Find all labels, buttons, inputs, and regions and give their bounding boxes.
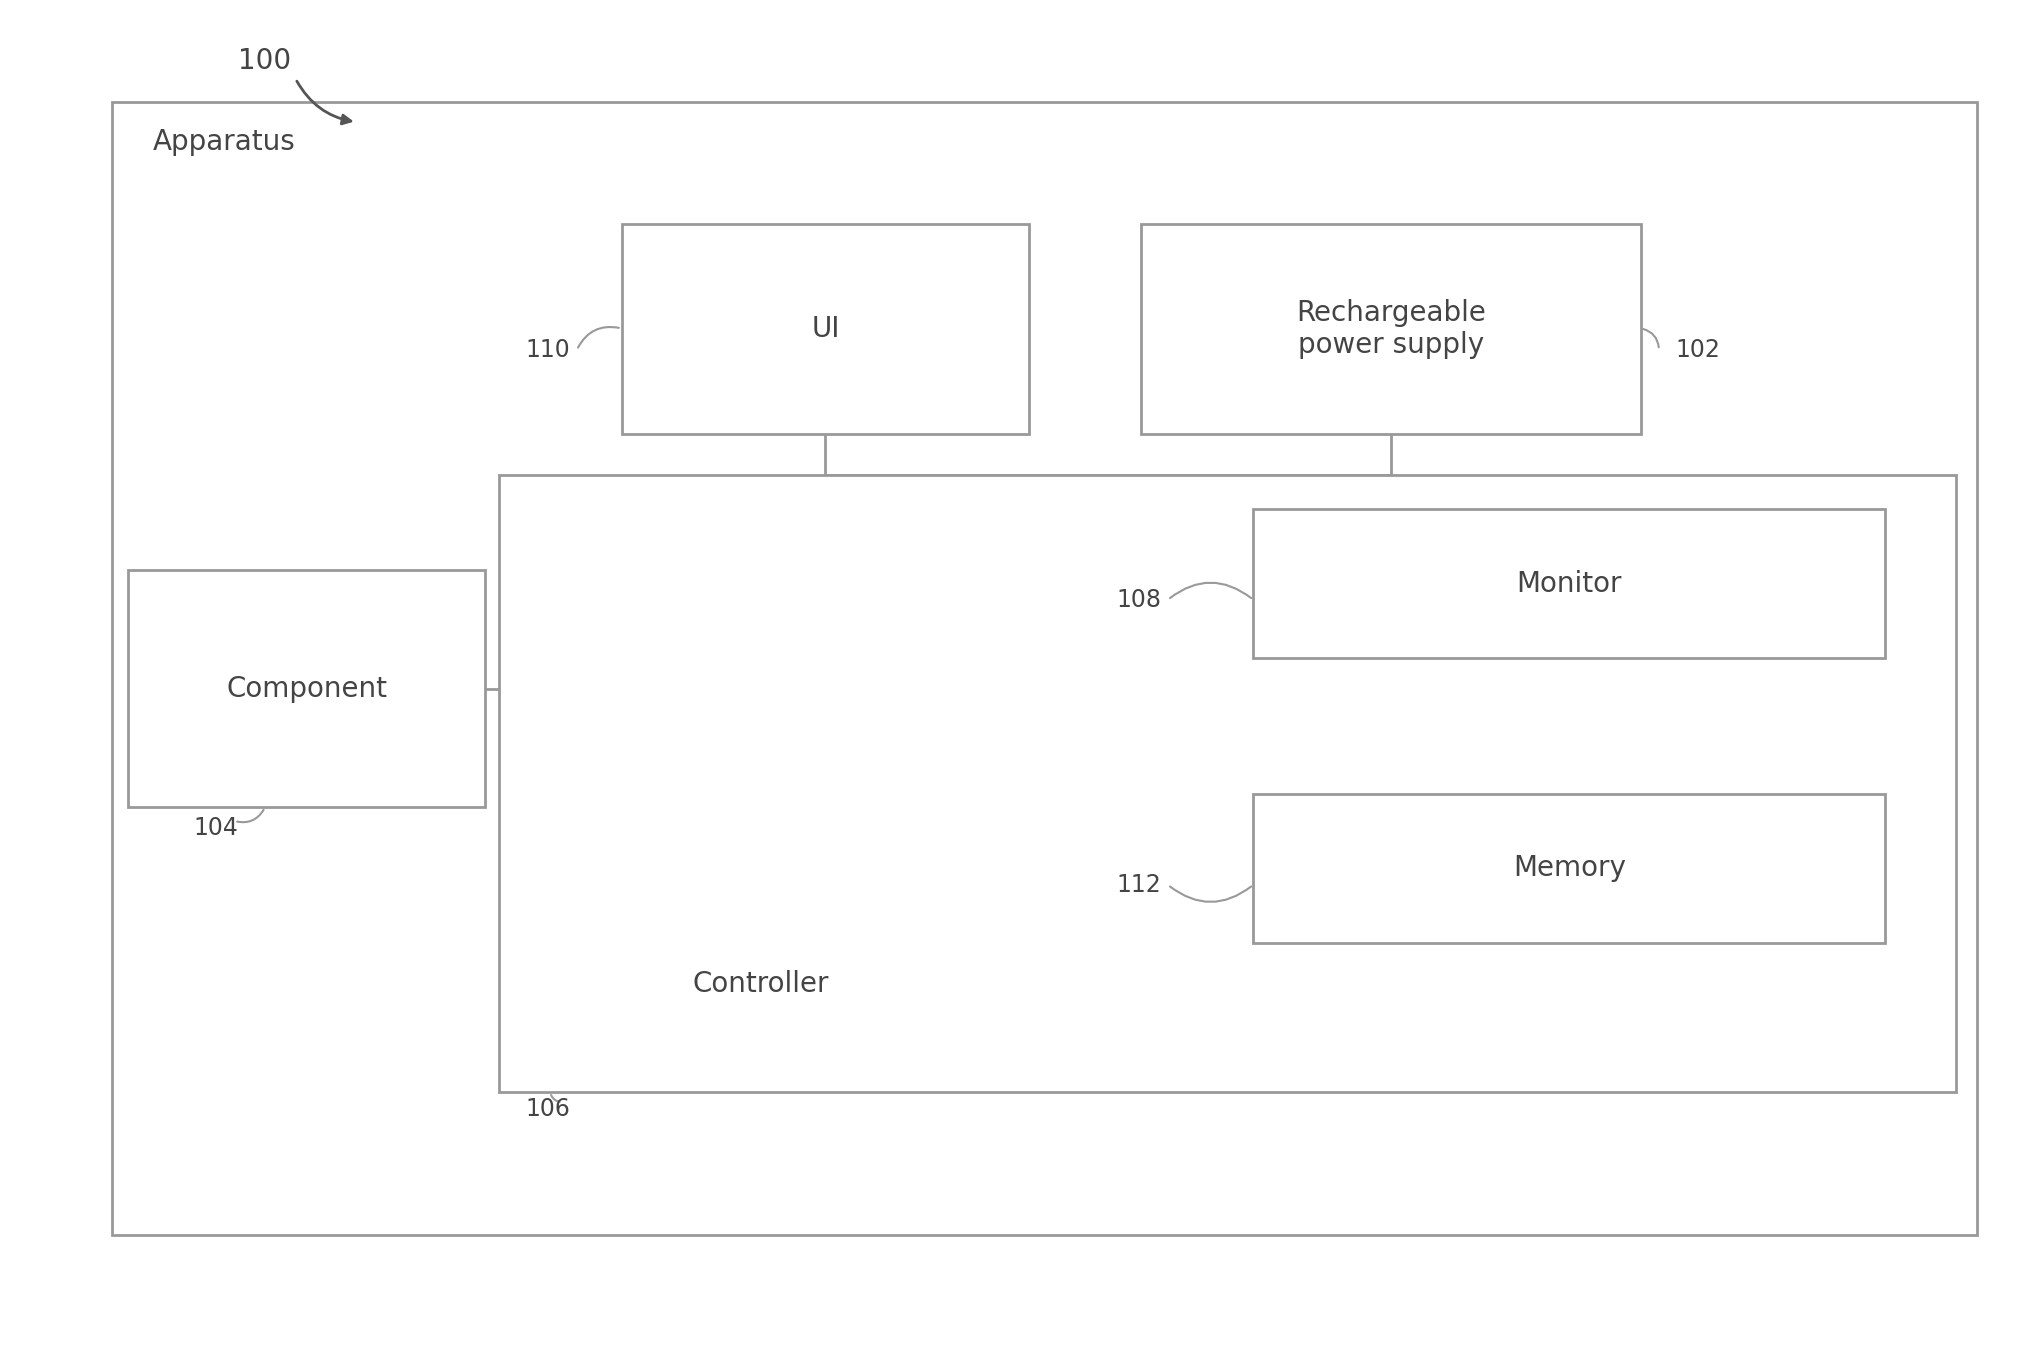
Bar	[128, 570, 485, 807]
Text: 104: 104	[194, 816, 238, 840]
Bar	[1253, 794, 1885, 943]
Text: 112: 112	[1117, 873, 1162, 897]
Bar	[1141, 224, 1641, 434]
Text: 110: 110	[526, 338, 571, 362]
Text: Apparatus: Apparatus	[153, 129, 296, 156]
Text: Rechargeable
power supply: Rechargeable power supply	[1296, 299, 1486, 360]
Text: 102: 102	[1675, 338, 1720, 362]
Text: Monitor: Monitor	[1516, 570, 1622, 597]
Text: 108: 108	[1117, 588, 1162, 612]
Bar	[1253, 509, 1885, 658]
Text: UI: UI	[811, 315, 840, 343]
Text: 106: 106	[526, 1096, 571, 1121]
Bar	[112, 102, 1977, 1235]
Text: Memory: Memory	[1512, 855, 1626, 882]
Text: Controller: Controller	[693, 970, 829, 997]
Bar	[499, 475, 1956, 1092]
Text: Component: Component	[226, 674, 387, 703]
Bar	[622, 224, 1029, 434]
Text: 100: 100	[238, 47, 291, 75]
